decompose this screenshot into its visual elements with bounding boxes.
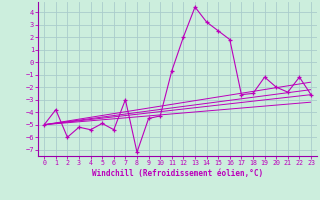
X-axis label: Windchill (Refroidissement éolien,°C): Windchill (Refroidissement éolien,°C) [92, 169, 263, 178]
